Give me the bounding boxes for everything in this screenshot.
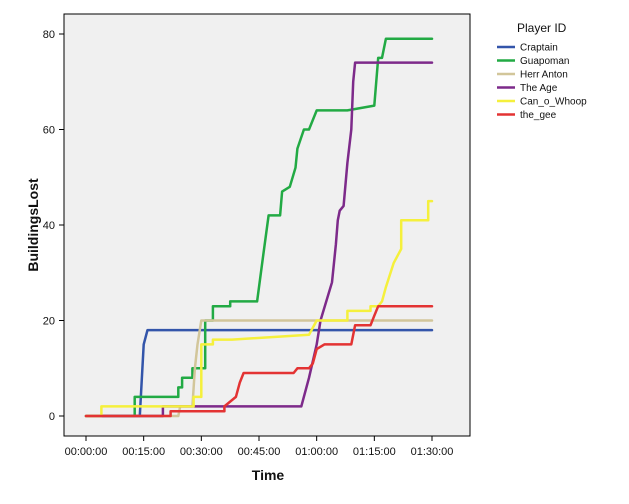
x-tick-label: 00:45:00 [238,446,281,458]
series-line-guapoman [84,37,434,418]
series-lines [84,37,434,418]
y-tick-label: 80 [43,29,55,41]
legend-label-herr-anton: Herr Anton [520,70,568,81]
x-tick-label: 01:15:00 [353,446,396,458]
x-tick-label: 00:30:00 [180,446,223,458]
legend-items: Craptain Guapoman Herr Anton The Age Can_o_W… [497,43,587,121]
y-tick-label: 40 [43,220,55,232]
legend-label-the-gee: the_gee [520,110,557,121]
legend-label-can-o-whoop: Can_o_Whoop [520,97,587,108]
legend-title: Player ID [517,21,567,35]
series-line-herr-anton [84,319,434,418]
y-tick-label: 0 [49,411,55,423]
x-tick-label: 01:30:00 [411,446,454,458]
x-tick-label: 00:15:00 [122,446,165,458]
legend: Player ID Craptain Guapoman Herr Anton The … [497,21,587,121]
legend-label-guapoman: Guapoman [520,56,569,67]
series-line-the-gee [84,304,434,418]
series-line-can-o-whoop [84,199,434,418]
y-axis-ticks: 0 20 40 60 80 [43,29,64,423]
series-line-the-age [84,61,434,418]
legend-label-the-age: The Age [520,83,558,94]
x-tick-label: 01:00:00 [295,446,338,458]
x-axis-ticks: 00:00:00 00:15:00 00:30:00 00:45:00 01:00:00… [65,436,454,458]
x-axis-title: Time [252,467,285,483]
x-tick-label: 00:00:00 [65,446,108,458]
y-tick-label: 60 [43,125,55,137]
y-axis-title: BuildingsLost [25,178,41,272]
legend-label-craptain: Craptain [520,43,558,54]
y-tick-label: 20 [43,316,55,328]
